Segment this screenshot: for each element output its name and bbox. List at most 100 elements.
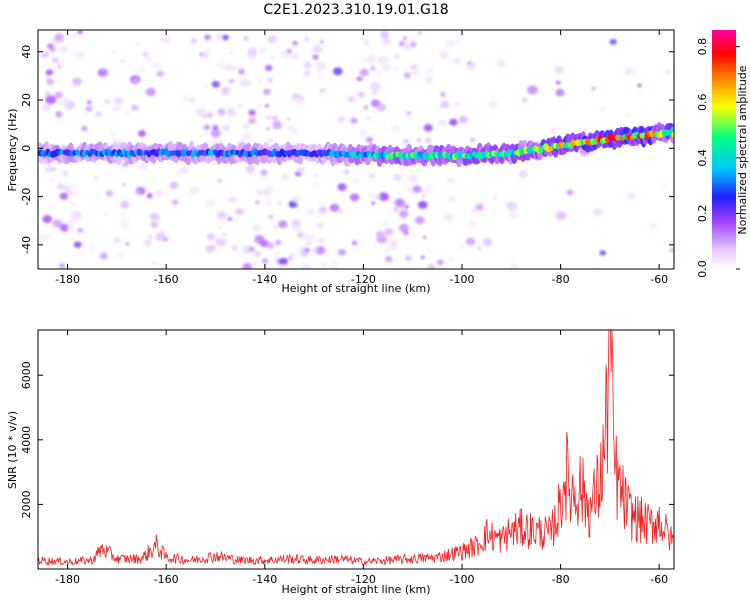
noise-blob [266,242,275,249]
colorbar-gradient [712,30,736,269]
noise-blob [369,65,377,71]
noise-blob [356,76,363,82]
noise-blob [405,205,409,209]
noise-blob [45,95,57,105]
noise-blob [471,208,477,213]
top-y-tick-label: 20 [20,93,33,107]
noise-blob [412,185,422,193]
noise-blob [465,61,477,70]
noise-blobs [38,30,674,269]
noise-blob [388,240,399,249]
noise-blob [443,213,454,222]
noise-blob [220,86,231,96]
noise-blob [488,99,499,109]
noise-blob [521,97,528,103]
noise-blob [42,103,51,111]
noise-blob [264,64,273,72]
noise-blob [95,111,103,118]
noise-blob [205,48,211,52]
noise-blob [274,250,281,256]
noise-blob [254,235,265,244]
snr-frame [37,329,675,570]
noise-blob [449,118,458,126]
noise-blob [73,241,82,248]
noise-blob [263,88,271,95]
noise-blob [372,140,378,145]
noise-blob [54,91,63,99]
noise-blob [265,186,275,194]
colorbar-tick-label: 0.8 [696,38,709,56]
noise-blob [42,215,53,224]
noise-blob [74,49,86,59]
noise-blob [454,101,461,107]
noise-blob [379,30,390,39]
noise-blob [103,211,109,217]
ridge-layer [38,122,674,168]
noise-blob [202,114,208,119]
noise-blob [420,255,425,259]
noise-blob [63,185,72,192]
noise-blob [506,201,518,211]
noise-blob [45,91,51,97]
noise-blob [243,124,250,130]
noise-blob [67,190,72,195]
noise-blob [256,189,263,195]
noise-blob [216,211,227,220]
noise-blob [51,167,56,171]
noise-blob [60,46,68,53]
noise-blob [270,55,275,60]
noise-blob [90,244,96,250]
noise-blob [132,78,139,83]
noise-blob [69,183,77,190]
noise-blob [390,124,401,133]
noise-blob [253,250,262,258]
noise-blob [62,98,70,104]
noise-blob [555,88,565,97]
noise-blob [109,130,116,136]
noise-blob [280,50,290,59]
noise-blob [390,208,396,213]
noise-blob [288,252,296,259]
noise-blob [436,259,444,266]
noise-blob [375,231,385,239]
noise-blob [343,169,350,175]
noise-blob [58,262,66,269]
noise-blob [329,203,340,212]
noise-blob [247,117,257,125]
noise-blob [624,67,634,75]
noise-blob [317,237,325,244]
noise-blob [281,173,289,180]
noise-blob [591,87,596,91]
noise-blob [266,116,271,120]
noise-blob [402,36,408,41]
bottom-x-tick-label: -180 [55,573,80,586]
noise-blob [154,233,165,242]
noise-blob [333,67,343,76]
noise-blob [238,66,243,70]
noise-blob [440,92,446,97]
noise-blob [397,177,403,182]
noise-blob [67,225,74,231]
noise-blob [216,224,223,230]
noise-blob [216,61,227,70]
noise-blob [261,258,269,264]
top-x-tick-label: -120 [351,273,376,286]
noise-blob [353,178,360,184]
noise-blob [45,69,54,76]
noise-blob [549,127,559,135]
noise-blob [77,30,83,35]
noise-blob [258,47,267,54]
noise-blob [496,59,506,68]
noise-blob [470,138,475,142]
noise-blob [423,124,433,132]
noise-blob [110,136,121,146]
noise-blob [398,41,405,47]
noise-blob [136,67,146,75]
noise-blob [273,225,278,229]
noise-blob [313,173,318,177]
noise-blob [300,249,310,257]
bottom-x-axis-label: Height of straight line (km) [281,583,430,596]
noise-blob [252,260,258,266]
noise-blob [142,51,149,58]
noise-blob [315,246,326,255]
